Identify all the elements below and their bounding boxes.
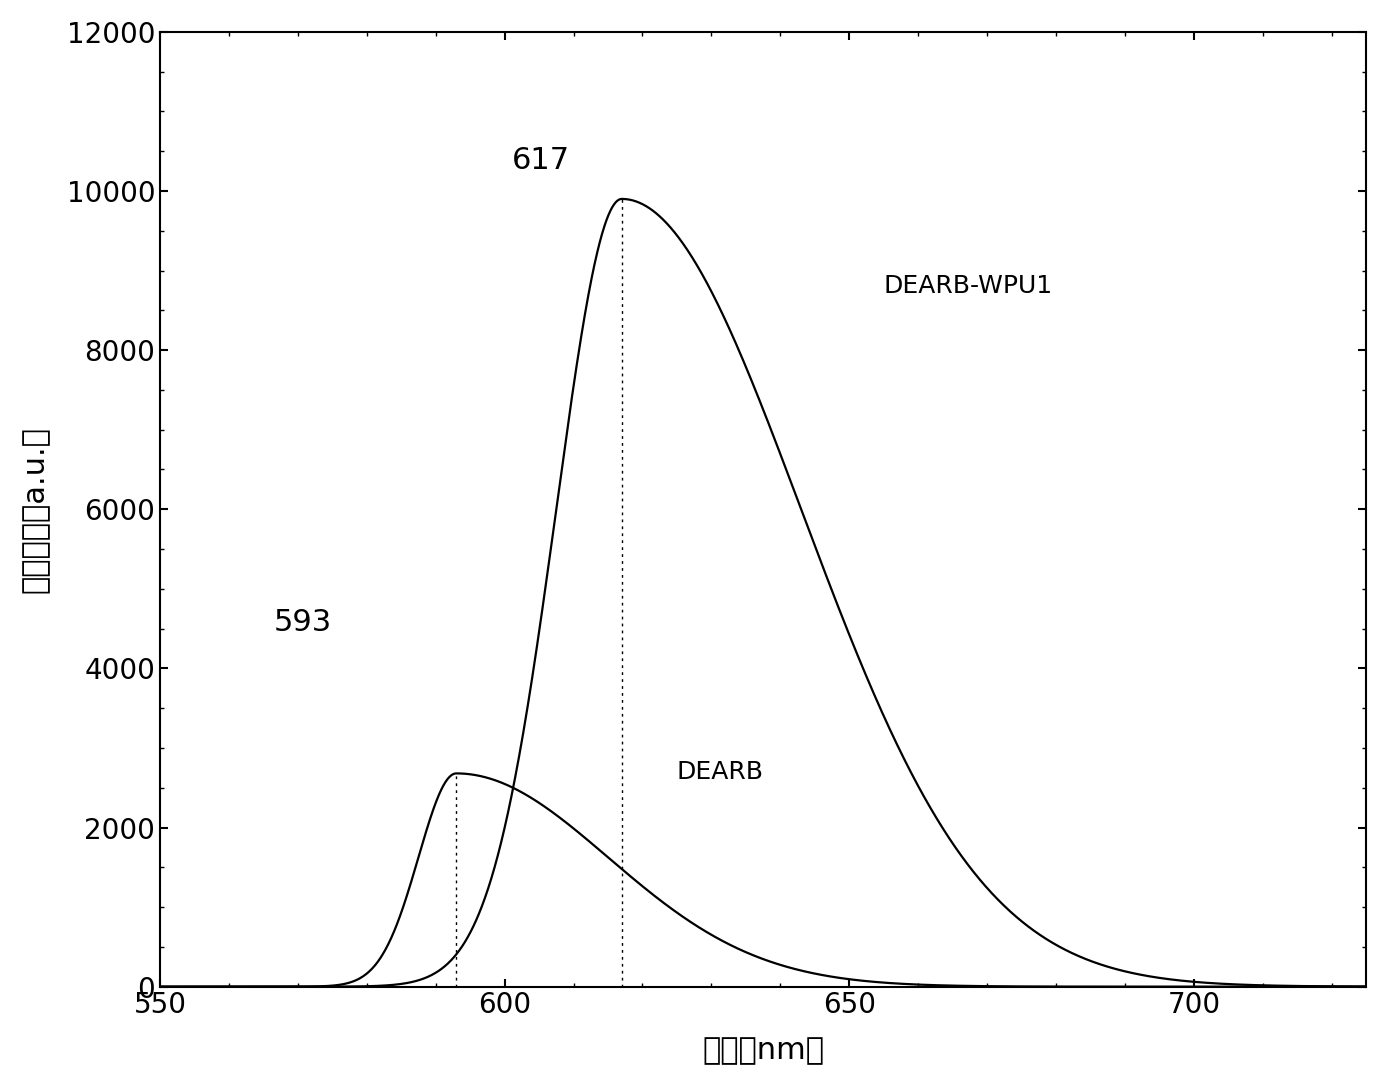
Text: DEARB: DEARB <box>677 760 764 784</box>
Text: 617: 617 <box>512 146 570 175</box>
Text: DEARB-WPU1: DEARB-WPU1 <box>884 275 1053 299</box>
Text: 593: 593 <box>275 607 333 636</box>
Y-axis label: 荧光强度（a.u.）: 荧光强度（a.u.） <box>21 426 50 593</box>
X-axis label: 波长（nm）: 波长（nm） <box>702 1036 824 1065</box>
